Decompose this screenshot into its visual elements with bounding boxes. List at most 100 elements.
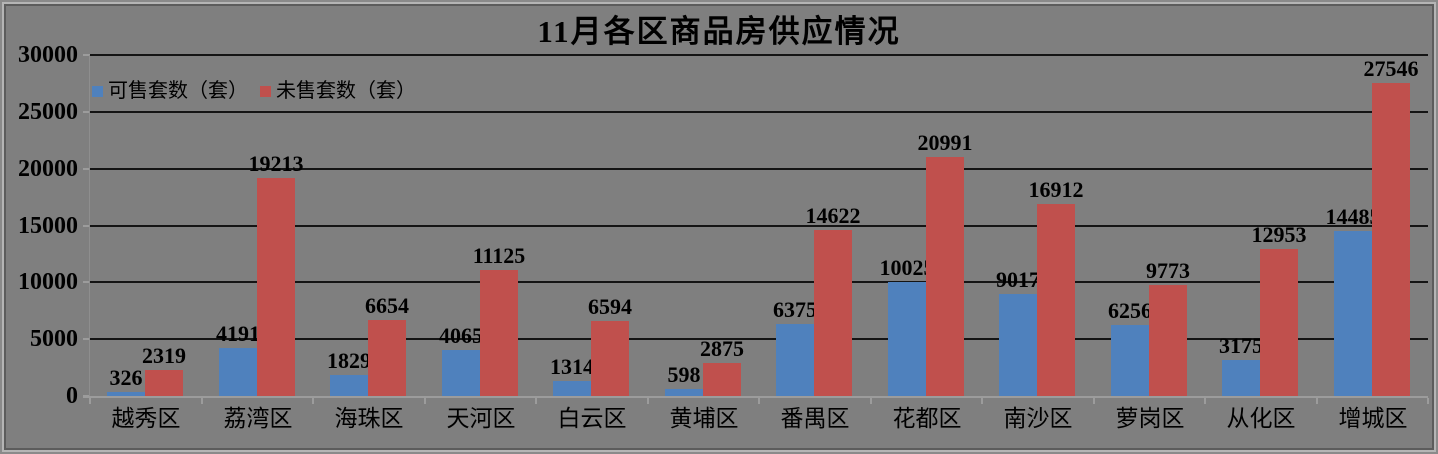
y-axis-tick [83, 225, 90, 227]
legend-swatch-unsold-icon [260, 85, 271, 97]
bar-value-label: 19213 [248, 151, 304, 176]
bar-value-label: 6375 [773, 297, 817, 322]
x-axis-tick [981, 398, 983, 404]
bar-unsold [257, 178, 295, 396]
y-axis-label: 5000 [30, 326, 78, 352]
bar-available [999, 294, 1037, 396]
bar-value-label: 6594 [588, 294, 632, 319]
y-axis-line [89, 55, 90, 396]
bar-unsold [480, 270, 518, 396]
x-axis-tick [1427, 398, 1429, 404]
bar-value-label: 9017 [996, 267, 1040, 292]
bar-unsold [926, 157, 964, 396]
bar-available [1222, 360, 1260, 396]
x-axis-label: 番禺区 [780, 406, 850, 431]
x-axis-label: 天河区 [446, 406, 516, 431]
bar-value-label: 20991 [917, 130, 973, 155]
x-axis-tick [201, 398, 203, 404]
bar-unsold [1149, 285, 1187, 396]
bar-value-label: 4065 [439, 323, 483, 348]
legend-label-available: 可售套数（套） [108, 80, 248, 102]
x-axis-label: 荔湾区 [223, 406, 293, 431]
y-axis-label: 20000 [18, 156, 78, 182]
bar-value-label: 27546 [1363, 56, 1419, 81]
y-axis-tick [83, 111, 90, 113]
y-axis-label: 15000 [18, 213, 78, 239]
chart-title: 11月各区商品房供应情况 [537, 14, 901, 49]
x-axis-tick [89, 398, 91, 404]
bar-unsold [1372, 83, 1410, 396]
bar-value-label: 2875 [700, 336, 744, 361]
bar-value-label: 6654 [365, 293, 409, 318]
bar-available [107, 392, 145, 396]
bar-value-label: 10025 [879, 255, 935, 280]
y-axis-tick [83, 54, 90, 56]
legend: 可售套数（套） 未售套数（套） [92, 79, 428, 103]
y-axis-label: 0 [66, 383, 78, 409]
gridline [90, 338, 1428, 340]
bar-available [442, 350, 480, 396]
bar-available [330, 375, 368, 396]
bar-available [1111, 325, 1149, 396]
bar-unsold [814, 230, 852, 396]
y-axis-label: 10000 [18, 269, 78, 295]
x-axis-tick [312, 398, 314, 404]
x-axis-tick [424, 398, 426, 404]
bar-unsold [591, 321, 629, 396]
x-axis-tick [535, 398, 537, 404]
x-axis-label: 萝岗区 [1115, 406, 1185, 431]
gridline [90, 111, 1428, 113]
x-axis-tick [1093, 398, 1095, 404]
x-axis-label: 白云区 [557, 406, 627, 431]
bar-value-label: 12953 [1251, 222, 1307, 247]
gridline [90, 54, 1428, 56]
bar-available [219, 348, 257, 396]
bar-value-label: 598 [667, 362, 701, 387]
x-axis-label: 黄埔区 [669, 406, 739, 431]
bar-available [888, 282, 926, 396]
bar-value-label: 14622 [805, 203, 861, 228]
y-axis-label: 30000 [18, 42, 78, 68]
legend-item-available: 可售套数（套） [92, 79, 248, 103]
bar-value-label: 4191 [216, 321, 260, 346]
x-axis-tick [758, 398, 760, 404]
bar-available [665, 389, 703, 396]
x-axis-tick [1316, 398, 1318, 404]
bar-value-label: 6256 [1108, 298, 1152, 323]
bar-value-label: 1314 [550, 354, 594, 379]
bar-unsold [1260, 249, 1298, 396]
legend-item-unsold: 未售套数（套） [260, 79, 416, 103]
bar-unsold [368, 320, 406, 396]
bar-available [553, 381, 591, 396]
bar-value-label: 1829 [327, 348, 371, 373]
x-axis-label: 从化区 [1226, 406, 1296, 431]
x-axis-tick [870, 398, 872, 404]
bar-available [776, 324, 814, 396]
x-axis-label: 南沙区 [1003, 406, 1073, 431]
bar-value-label: 3175 [1219, 333, 1263, 358]
bar-unsold [145, 370, 183, 396]
bar-unsold [1037, 204, 1075, 396]
bar-value-label: 9773 [1146, 258, 1190, 283]
y-axis-tick [83, 168, 90, 170]
y-axis-tick [83, 281, 90, 283]
bar-value-label: 16912 [1028, 177, 1084, 202]
y-axis-tick [83, 338, 90, 340]
x-axis-label: 增城区 [1338, 406, 1408, 431]
legend-label-unsold: 未售套数（套） [276, 80, 416, 102]
x-axis-label: 海珠区 [334, 406, 404, 431]
bar-available [1334, 231, 1372, 396]
x-axis-label: 花都区 [892, 406, 962, 431]
bar-unsold [703, 363, 741, 396]
gridline [90, 225, 1428, 227]
gridline [90, 281, 1428, 283]
x-axis-tick [647, 398, 649, 404]
x-axis-line [83, 396, 1428, 398]
legend-swatch-available-icon [92, 85, 103, 97]
bar-value-label: 11125 [472, 243, 526, 268]
bar-value-label: 2319 [142, 343, 186, 368]
x-axis-label: 越秀区 [111, 406, 181, 431]
x-axis-tick [1204, 398, 1206, 404]
